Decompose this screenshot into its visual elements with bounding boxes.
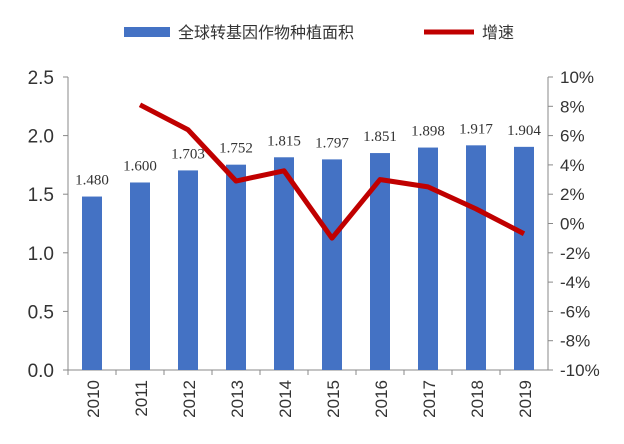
- bar-value-label: 1.600: [123, 158, 157, 174]
- x-tick-label: 2014: [276, 380, 295, 418]
- bar-value-label: 1.917: [459, 121, 493, 137]
- bar: [274, 157, 294, 370]
- right-tick-label: 8%: [560, 97, 585, 116]
- right-tick-label: -4%: [560, 273, 590, 292]
- bar-value-label: 1.797: [315, 135, 349, 151]
- bar: [130, 182, 150, 370]
- x-tick-label: 2015: [324, 380, 343, 418]
- bar-value-label: 1.480: [75, 173, 109, 189]
- bar-value-label: 1.898: [411, 124, 445, 140]
- x-tick-label: 2016: [372, 380, 391, 418]
- x-tick-label: 2012: [180, 380, 199, 418]
- bar: [370, 153, 390, 370]
- x-tick-label: 2017: [420, 380, 439, 418]
- bar: [226, 164, 246, 370]
- right-tick-label: -10%: [560, 361, 600, 380]
- right-tick-label: -6%: [560, 302, 590, 321]
- bar-value-label: 1.703: [171, 146, 205, 162]
- bar-value-label: 1.815: [267, 133, 301, 149]
- right-tick-label: 4%: [560, 156, 585, 175]
- bar: [466, 145, 486, 370]
- left-tick-label: 1.5: [28, 185, 54, 206]
- right-tick-label: 6%: [560, 127, 585, 146]
- legend-line-label: 增速: [482, 23, 514, 42]
- right-tick-label: -2%: [560, 244, 590, 263]
- left-tick-label: 2.5: [28, 68, 54, 89]
- right-tick-label: 0%: [560, 215, 585, 234]
- left-tick-label: 1.0: [28, 244, 54, 265]
- bar: [82, 196, 102, 370]
- left-tick-label: 0.0: [28, 361, 54, 382]
- bar-value-label: 1.904: [507, 123, 541, 139]
- left-tick-label: 0.5: [28, 302, 54, 323]
- right-tick-label: -8%: [560, 332, 590, 351]
- bar: [418, 147, 438, 370]
- x-tick-label: 2010: [84, 380, 103, 418]
- bar-value-label: 1.851: [363, 129, 397, 145]
- x-tick-label: 2019: [516, 380, 535, 418]
- left-tick-label: 2.0: [28, 127, 54, 148]
- legend-bar-label: 全球转基因作物种植面积: [178, 23, 354, 42]
- bar: [514, 146, 534, 370]
- legend-bar-swatch: [124, 27, 170, 37]
- bar: [322, 159, 342, 370]
- x-tick-label: 2018: [468, 380, 487, 418]
- x-tick-label: 2013: [228, 380, 247, 418]
- right-tick-label: 2%: [560, 185, 585, 204]
- x-tick-label: 2011: [132, 380, 151, 417]
- right-tick-label: 10%: [560, 68, 594, 87]
- bar: [178, 170, 198, 370]
- bar-value-label: 1.752: [219, 141, 253, 157]
